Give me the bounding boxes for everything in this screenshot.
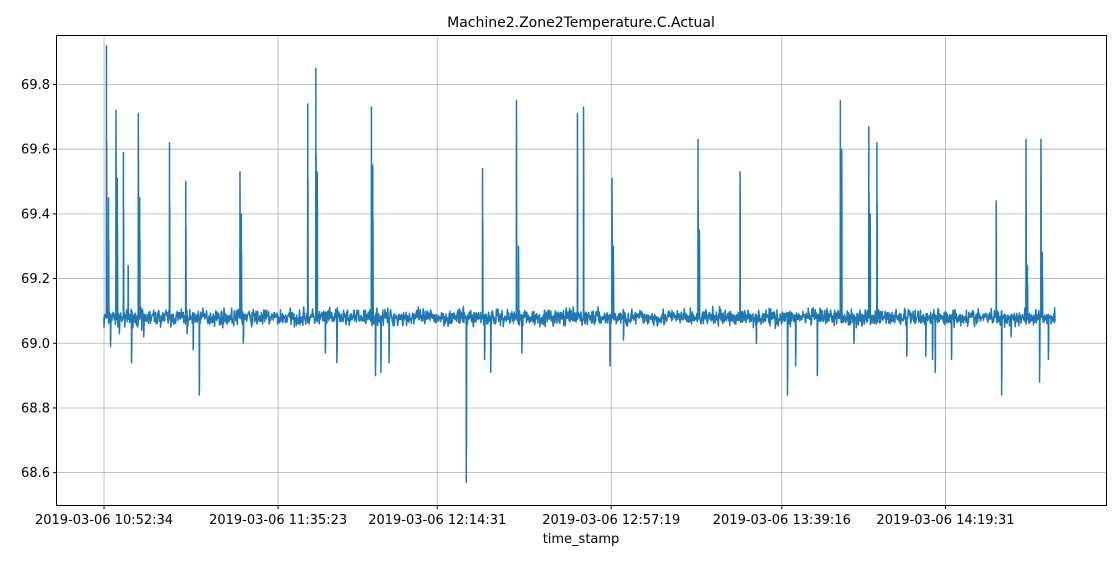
grid-layer (57, 36, 1106, 505)
x-tick-label: 2019-03-06 12:57:19 (542, 513, 680, 528)
chart-title: Machine2.Zone2Temperature.C.Actual (447, 15, 715, 31)
x-tick-label: 2019-03-06 10:52:34 (35, 513, 173, 528)
x-axis: 2019-03-06 10:52:34 2019-03-06 11:35:23 20… (35, 505, 1015, 528)
x-tick-label: 2019-03-06 13:39:16 (713, 513, 851, 528)
y-tick-label: 68.6 (21, 466, 50, 481)
y-tick-label: 69.2 (21, 272, 50, 287)
y-tick-label: 69.6 (21, 143, 50, 158)
x-tick-label: 2019-03-06 11:35:23 (209, 513, 347, 528)
x-tick-label: 2019-03-06 12:14:31 (368, 513, 506, 528)
y-tick-label: 68.8 (21, 401, 50, 416)
plot-frame (56, 35, 1107, 506)
series-line-layer (103, 44, 1056, 484)
x-axis-label: time_stamp (543, 532, 620, 547)
y-tick-label: 69.0 (21, 337, 50, 352)
x-tick-label: 2019-03-06 14:19:31 (876, 513, 1014, 528)
y-axis: 68.6 68.8 69.0 69.2 69.4 69.6 69.8 (21, 78, 57, 481)
y-tick-label: 69.4 (21, 207, 50, 222)
series-line (103, 44, 1056, 484)
y-tick-label: 69.8 (21, 78, 50, 93)
